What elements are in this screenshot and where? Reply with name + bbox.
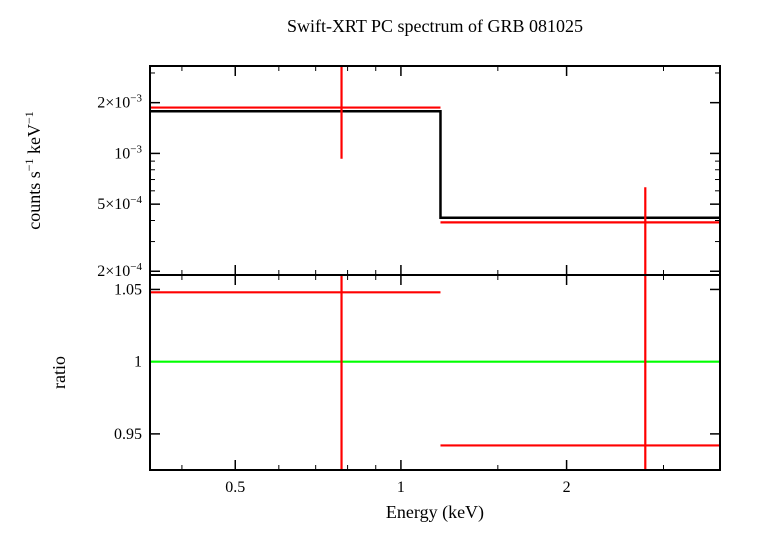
- y-tick-label-top: 2×10−4: [97, 261, 142, 280]
- x-tick-label: 2: [563, 479, 571, 496]
- x-tick-label: 1: [397, 479, 405, 496]
- chart-title: Swift-XRT PC spectrum of GRB 081025: [287, 16, 583, 36]
- y-tick-label-top: 10−3: [114, 143, 142, 162]
- y-tick-label-bottom: 1: [134, 354, 142, 371]
- y-tick-label-top: 5×10−4: [97, 194, 142, 213]
- y-axis-label-bottom: ratio: [49, 356, 69, 389]
- spectrum-chart: Swift-XRT PC spectrum of GRB 081025 0.5 1 2…: [0, 0, 758, 556]
- bottom-panel-frame: [150, 275, 720, 470]
- y-axis-label-top: counts s−1 keV−1: [22, 111, 44, 230]
- y-tick-label-bottom: 0.95: [114, 426, 142, 443]
- model-step-line: [150, 111, 720, 218]
- y-tick-label-top: 2×10−3: [97, 93, 142, 112]
- x-tick-label: 0.5: [225, 479, 245, 496]
- y-tick-label-bottom: 1.05: [114, 281, 142, 298]
- top-panel-frame: [150, 66, 720, 275]
- top-panel-data: [150, 66, 720, 275]
- x-axis-label: Energy (keV): [386, 502, 484, 523]
- bottom-panel-data: [150, 275, 720, 470]
